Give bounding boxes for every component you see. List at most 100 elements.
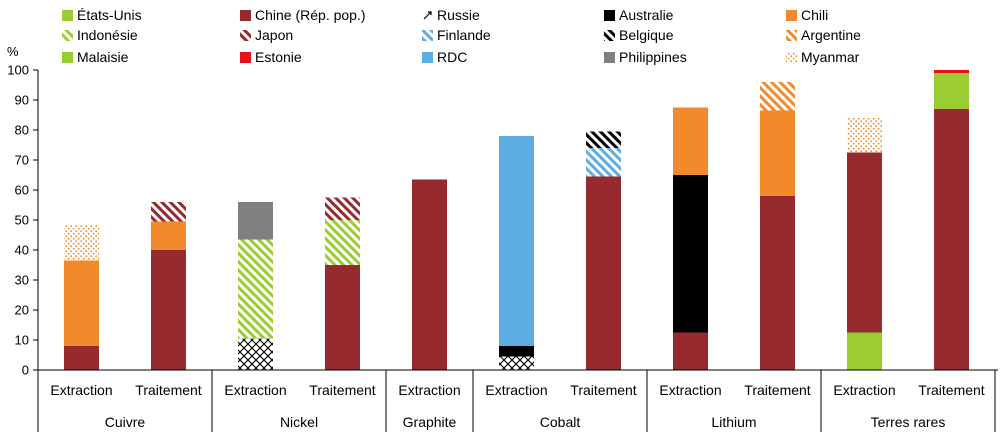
- bar-label: Traitement: [744, 382, 811, 398]
- axes: 0 10 20 30 40 50 60 70 80 90 100%: [7, 44, 39, 378]
- legend-item-finlande: Finlande: [422, 27, 491, 43]
- legend-item-estonie: Estonie: [240, 49, 302, 65]
- bar-graphite-extraction: [412, 179, 447, 370]
- legend-label: Australie: [619, 7, 674, 23]
- legend-item-belgique: Belgique: [604, 27, 674, 43]
- bar-segment-japon: [151, 202, 186, 222]
- legend-swatch: [240, 52, 251, 63]
- group-label-terres-rares: Terres rares: [871, 414, 946, 430]
- bar-segment-chine-rep-pop: [412, 179, 447, 370]
- bar-segment-finlande: [586, 148, 621, 177]
- bar-terres-rares-traitement: [934, 70, 969, 370]
- bar-segment-australie: [673, 175, 708, 333]
- legend-item-argentine: Argentine: [786, 27, 861, 43]
- legend-swatch: [604, 52, 615, 63]
- legend-label: Estonie: [255, 49, 302, 65]
- group-label-cobalt: Cobalt: [540, 414, 581, 430]
- y-tick-label: 20: [15, 303, 29, 318]
- legend-item-russie: Russie: [423, 7, 480, 23]
- legend-label: Belgique: [619, 27, 674, 43]
- bar-lithium-traitement: [760, 82, 795, 370]
- y-tick-label: 40: [15, 243, 29, 258]
- y-tick-label: 10: [15, 333, 29, 348]
- bar-segment-chili: [760, 110, 795, 196]
- legend-swatch: [786, 52, 797, 63]
- legend-label: Chine (Rép. pop.): [255, 7, 366, 23]
- bar-segment-myanmar: [64, 224, 99, 261]
- bar-label: Extraction: [224, 382, 286, 398]
- legend-swatch: [604, 10, 615, 21]
- bar-segment-belgique: [586, 131, 621, 148]
- legend-swatch: [604, 30, 615, 41]
- bar-label: Traitement: [135, 382, 202, 398]
- bar-label: Traitement: [309, 382, 376, 398]
- legend-swatch: [240, 30, 251, 41]
- legend-swatch: [240, 10, 251, 21]
- group-label-nickel: Nickel: [280, 414, 318, 430]
- bars: [64, 70, 969, 370]
- bar-segment-russie: [238, 338, 273, 370]
- legend-label: Japon: [255, 27, 293, 43]
- legend-item-indonesie: Indonésie: [62, 27, 138, 43]
- y-tick-label: 100: [7, 63, 29, 78]
- legend-label: Chili: [801, 7, 828, 23]
- category-axis: Extraction Traitement Cuivre Extraction Trai…: [37, 369, 998, 432]
- bar-label: Extraction: [659, 382, 721, 398]
- bar-lithium-extraction: [673, 107, 708, 370]
- bar-segment-chili: [151, 221, 186, 250]
- y-axis-unit: %: [7, 44, 19, 59]
- group-label-graphite: Graphite: [403, 414, 457, 430]
- legend-swatch: [62, 10, 73, 21]
- bar-segment-myanmar: [847, 118, 882, 153]
- legend-label: Malaisie: [77, 49, 129, 65]
- legend-item-myanmar: Myanmar: [786, 49, 860, 65]
- y-tick-label: 80: [15, 123, 29, 138]
- bar-segment-indonesie: [238, 239, 273, 339]
- bar-segment-rdc: [499, 136, 534, 346]
- bar-segment-estonie: [934, 70, 969, 73]
- group-label-lithium: Lithium: [711, 414, 756, 430]
- bar-terres-rares-extraction: [847, 118, 882, 370]
- legend-swatch: [786, 10, 797, 21]
- legend-label: Finlande: [437, 27, 491, 43]
- legend-label: Argentine: [801, 27, 861, 43]
- legend-swatch: [422, 52, 433, 63]
- bar-cuivre-traitement: [151, 202, 186, 370]
- bar-label: Extraction: [50, 382, 112, 398]
- y-tick-label: 0: [22, 363, 29, 378]
- legend-label: Russie: [437, 7, 480, 23]
- legend-item-malaisie: Malaisie: [62, 49, 129, 65]
- y-tick-label: 30: [15, 273, 29, 288]
- bar-nickel-traitement: [325, 197, 360, 370]
- legend-item-chine-rep-pop: Chine (Rép. pop.): [240, 7, 366, 23]
- legend-item-etats-unis: États-Unis: [62, 7, 142, 23]
- legend-item-chili: Chili: [786, 7, 828, 23]
- bar-cuivre-extraction: [64, 224, 99, 370]
- bar-label: Extraction: [485, 382, 547, 398]
- y-tick-label: 90: [15, 93, 29, 108]
- bar-segment-australie: [499, 346, 534, 357]
- bar-segment-chili: [64, 260, 99, 346]
- bar-segment-chine-rep-pop: [151, 250, 186, 370]
- bar-segment-etats-unis: [847, 332, 882, 370]
- bar-label: Traitement: [570, 382, 637, 398]
- bar-segment-chili: [673, 107, 708, 175]
- y-tick-label: 70: [15, 153, 29, 168]
- bar-segment-malaisie: [934, 73, 969, 109]
- y-tick-label: 60: [15, 183, 29, 198]
- bar-nickel-extraction: [238, 202, 273, 370]
- bar-segment-chine-rep-pop: [760, 196, 795, 370]
- bar-cobalt-traitement: [586, 131, 621, 370]
- legend-swatch: [62, 52, 73, 63]
- bar-segment-argentine: [760, 82, 795, 111]
- bar-segment-chine-rep-pop: [64, 346, 99, 370]
- legend-label: États-Unis: [77, 7, 142, 23]
- legend-swatch: [423, 11, 432, 20]
- legend-label: RDC: [437, 49, 467, 65]
- legend-item-japon: Japon: [240, 27, 293, 43]
- bar-segment-chine-rep-pop: [325, 265, 360, 370]
- group-label-cuivre: Cuivre: [105, 414, 146, 430]
- legend-swatch: [62, 30, 73, 41]
